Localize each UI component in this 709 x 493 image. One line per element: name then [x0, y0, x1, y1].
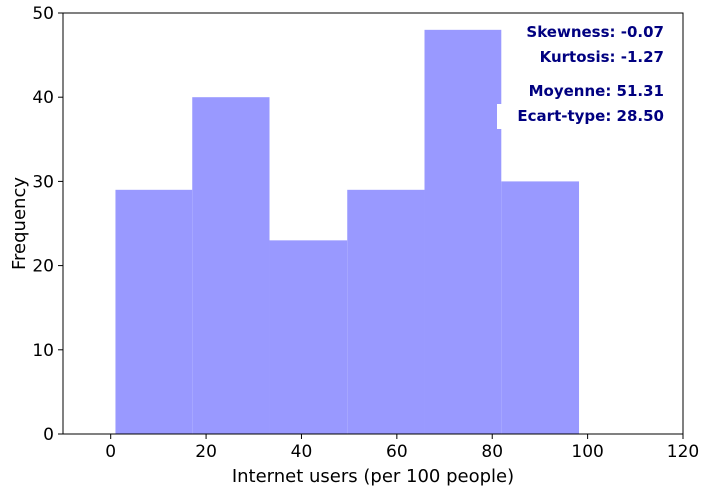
x-tick-label: 60 — [386, 442, 408, 462]
std-annotation: Ecart-type: 28.50 — [517, 107, 664, 125]
x-axis-label: Internet users (per 100 people) — [232, 466, 514, 487]
histogram-bar-4 — [347, 189, 425, 434]
y-axis-ticks: 0 10 20 30 40 50 — [32, 4, 63, 445]
histogram-bar-3 — [269, 240, 348, 434]
skewness-annotation: Skewness: -0.07 — [526, 23, 664, 41]
histogram-bar-2 — [192, 97, 270, 434]
y-tick-label: 30 — [32, 172, 54, 192]
histogram-bars — [115, 29, 580, 435]
x-tick-label: 120 — [667, 442, 699, 462]
y-tick-label: 0 — [43, 425, 54, 445]
std-annotation-background — [497, 104, 668, 129]
x-tick-label: 20 — [195, 442, 217, 462]
plot-frame — [62, 12, 684, 435]
histogram-bar-6 — [501, 181, 580, 434]
x-axis-ticks: 0 20 40 60 80 100 120 — [105, 434, 699, 462]
y-axis-label: Frequency — [9, 177, 30, 270]
x-tick-label: 80 — [481, 442, 503, 462]
stats-annotations: Skewness: -0.07 Kurtosis: -1.27 Moyenne:… — [497, 23, 668, 129]
histogram-bar-1 — [115, 189, 193, 434]
y-tick-label: 20 — [32, 257, 54, 277]
x-tick-label: 0 — [105, 442, 116, 462]
y-tick-label: 10 — [32, 341, 54, 361]
x-tick-label: 40 — [291, 442, 313, 462]
kurtosis-annotation: Kurtosis: -1.27 — [540, 48, 664, 66]
x-tick-label: 100 — [571, 442, 603, 462]
y-tick-label: 50 — [32, 4, 54, 24]
mean-annotation: Moyenne: 51.31 — [529, 82, 664, 100]
histogram-bar-5 — [424, 29, 502, 435]
y-tick-label: 40 — [32, 88, 54, 108]
